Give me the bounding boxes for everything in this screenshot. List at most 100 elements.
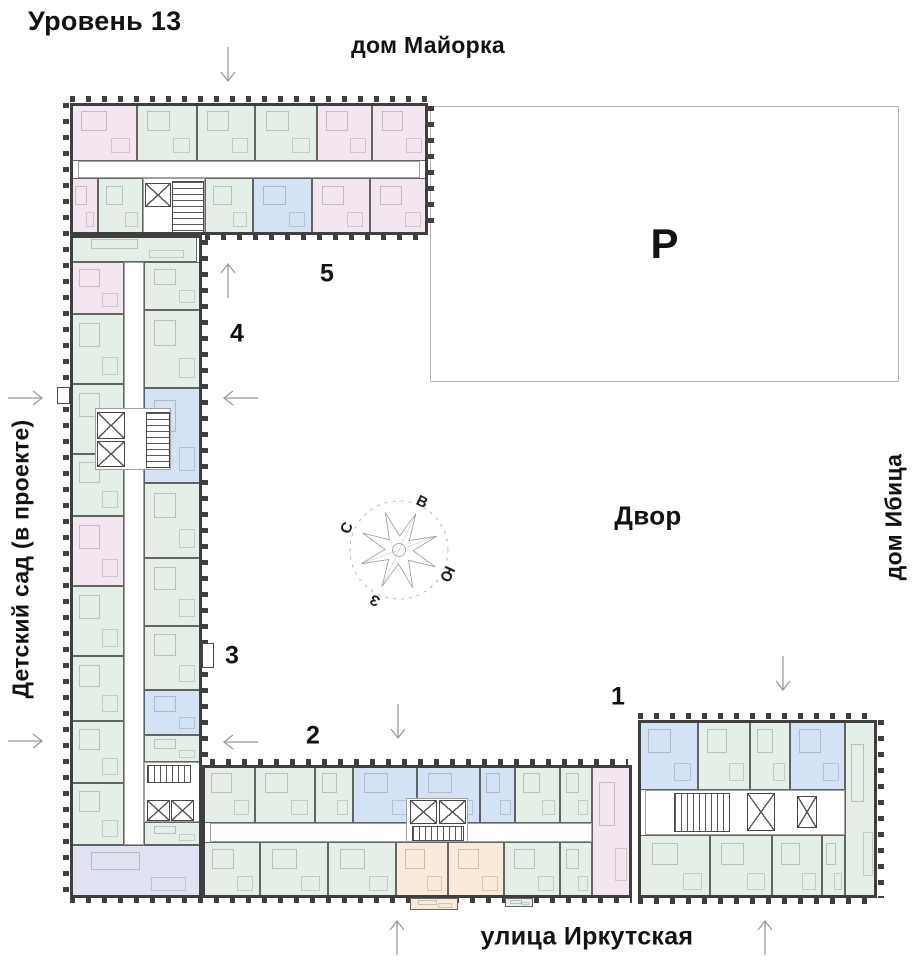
parking-label: Р [650, 220, 679, 267]
apartment-unit[interactable] [70, 721, 124, 783]
apartment-unit[interactable] [137, 103, 197, 161]
apartment-unit[interactable] [255, 103, 317, 161]
stair-core [412, 826, 464, 841]
apartment-unit[interactable] [144, 558, 202, 626]
direction-arrow [756, 919, 774, 957]
apartment-unit[interactable] [197, 103, 255, 161]
compass-west: З [367, 590, 383, 609]
apartment-unit[interactable] [144, 690, 202, 735]
apartment-unit[interactable] [396, 842, 448, 898]
apartment-unit[interactable] [70, 262, 124, 314]
apartment-unit[interactable] [312, 178, 370, 235]
apartment-unit[interactable] [560, 765, 592, 823]
elevator-shaft [147, 800, 170, 821]
corridor [78, 161, 420, 178]
stair-core [146, 412, 170, 468]
apartment-unit[interactable] [70, 314, 124, 384]
apartment-unit[interactable] [592, 765, 632, 898]
house-ibiza-label: дом Ибица [880, 453, 907, 581]
facade-ticks [205, 234, 428, 240]
apartment-unit[interactable] [640, 835, 710, 898]
apartment-unit[interactable] [144, 483, 202, 558]
apartment-unit[interactable] [70, 516, 124, 586]
stair-core [674, 793, 730, 832]
compass-north: С [337, 519, 357, 536]
stair-core [147, 765, 191, 783]
direction-arrow [389, 702, 407, 740]
compass-south: Ю [436, 563, 458, 584]
kindergarten-label: Детский сад (в проекте) [7, 419, 34, 699]
apartment-unit[interactable] [480, 765, 515, 823]
elevator-shaft [410, 800, 437, 824]
apartment-unit[interactable] [70, 656, 124, 721]
apartment-unit[interactable] [370, 178, 428, 235]
apartment-unit[interactable] [328, 842, 396, 898]
apartment-unit[interactable] [70, 178, 98, 235]
apartment-unit[interactable] [255, 765, 315, 823]
apartment-unit[interactable] [144, 310, 202, 388]
apartment-unit[interactable] [448, 842, 504, 898]
apartment-unit[interactable] [70, 783, 124, 845]
page-title: Уровень 13 [28, 6, 182, 36]
apartment-unit[interactable] [144, 262, 202, 310]
apartment-unit[interactable] [845, 722, 877, 898]
apartment-unit[interactable] [202, 765, 255, 823]
facade-ticks [428, 106, 434, 232]
apartment-unit[interactable] [372, 103, 428, 161]
apartment-unit[interactable] [505, 898, 533, 907]
facade-ticks [638, 898, 877, 904]
apartment-unit[interactable] [144, 735, 202, 762]
house-mayorka-label: дом Майорка [351, 32, 505, 58]
section-number: 1 [611, 682, 625, 711]
apartment-unit[interactable] [790, 720, 845, 790]
section-number: 3 [225, 641, 239, 670]
apartment-unit[interactable] [638, 720, 698, 790]
apartment-unit[interactable] [260, 842, 328, 898]
direction-arrow [388, 919, 406, 957]
section-number: 4 [230, 319, 244, 348]
apartment-unit[interactable] [315, 765, 353, 823]
apartment-unit[interactable] [410, 898, 458, 910]
apartment-unit[interactable] [144, 822, 202, 845]
apartment-unit[interactable] [515, 765, 560, 823]
stair-core [172, 181, 204, 233]
direction-arrow [6, 732, 44, 750]
facade-ticks [70, 96, 428, 102]
facade-annex [202, 643, 214, 668]
apartment-unit[interactable] [822, 835, 845, 898]
facade-ticks [878, 720, 884, 898]
direction-arrow [219, 262, 237, 300]
apartment-unit[interactable] [70, 586, 124, 656]
courtyard-label: Двор [614, 500, 682, 531]
facade-ticks [210, 759, 628, 765]
apartment-unit[interactable] [750, 720, 790, 790]
direction-arrow [6, 389, 44, 407]
facade-ticks [202, 240, 208, 758]
apartment-unit[interactable] [317, 103, 372, 161]
apartment-unit[interactable] [560, 842, 592, 898]
apartment-unit[interactable] [698, 720, 750, 790]
apartment-unit[interactable] [205, 178, 253, 235]
apartment-unit[interactable] [70, 235, 197, 262]
apartment-unit[interactable] [144, 626, 202, 690]
facade-ticks [638, 713, 877, 719]
facade-ticks [70, 897, 632, 903]
elevator-shaft [439, 800, 466, 824]
apartment-unit[interactable] [253, 178, 312, 235]
elevator-shaft [171, 800, 194, 821]
facade-annex [57, 387, 70, 404]
apartment-unit[interactable] [98, 178, 143, 235]
elevator-shaft [747, 793, 775, 831]
elevator-shaft [97, 441, 125, 467]
apartment-unit[interactable] [710, 835, 772, 898]
apartment-unit[interactable] [504, 842, 560, 898]
section-number: 2 [306, 721, 320, 750]
apartment-unit[interactable] [70, 103, 137, 161]
apartment-unit[interactable] [202, 842, 260, 898]
street-label: улица Иркутская [480, 922, 694, 951]
compass-east: В [413, 492, 430, 512]
compass-rose: С В Ю З [329, 480, 469, 620]
apartment-unit[interactable] [70, 845, 200, 898]
apartment-unit[interactable] [772, 835, 822, 898]
